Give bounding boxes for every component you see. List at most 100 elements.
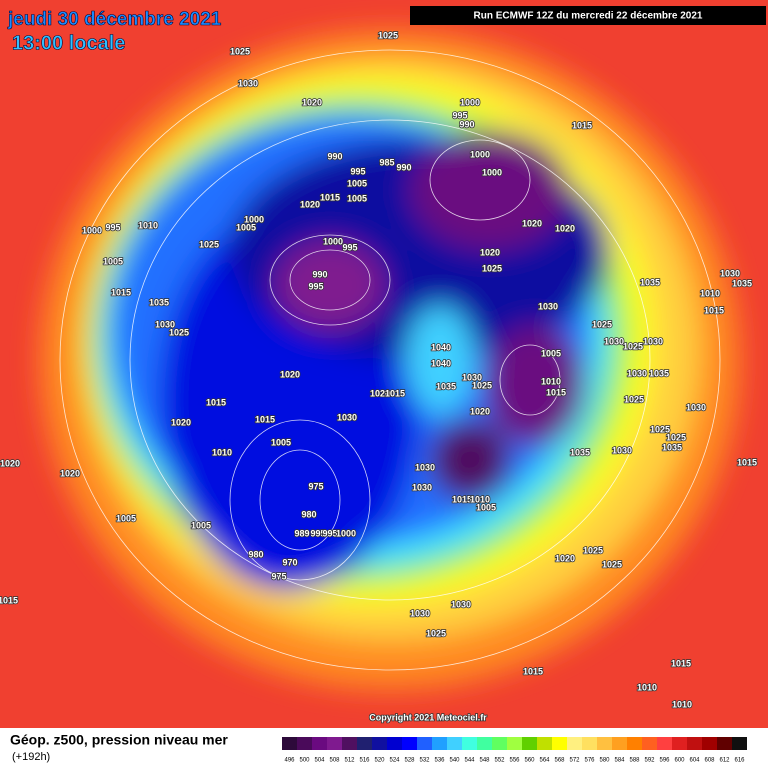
scale-label: 548 xyxy=(479,758,490,764)
scale-swatch xyxy=(402,737,417,750)
isobar-label: 1020 xyxy=(0,458,20,468)
isobar-label: 1015 xyxy=(255,414,275,424)
isobar-label: 1010 xyxy=(138,220,158,230)
isobar-label: 1015 xyxy=(0,595,18,605)
scale-swatch xyxy=(522,737,537,750)
isobar-label: 1030 xyxy=(538,301,558,311)
isobar-label: 1000 xyxy=(470,149,490,159)
isobar-label: 1035 xyxy=(662,442,682,452)
isobar-label: 1025 xyxy=(230,46,250,56)
isobar-label: 1005 xyxy=(236,222,256,232)
run-box xyxy=(410,6,766,25)
copyright: Copyright 2021 Meteociel.fr xyxy=(369,712,487,722)
isobar-label: 1010 xyxy=(541,376,561,386)
isobar-label: 1005 xyxy=(541,348,561,358)
scale-label: 612 xyxy=(719,758,730,764)
isobar-label: 1000 xyxy=(336,528,356,538)
isobar-label: 1010 xyxy=(212,447,232,457)
scale-swatch xyxy=(597,737,612,750)
scale-swatch xyxy=(342,737,357,750)
isobar-label: 1005 xyxy=(347,178,367,188)
isobar-label: 990 xyxy=(396,162,411,172)
isobar-label: 1025 xyxy=(666,432,686,442)
isobar-label: 1025 xyxy=(602,559,622,569)
isobar-label: 1000 xyxy=(323,236,343,246)
isobar-label: 1000 xyxy=(482,167,502,177)
isobar-label: 1005 xyxy=(116,513,136,523)
isobar-label: 995 xyxy=(350,166,365,176)
isobar-label: 1030 xyxy=(604,336,624,346)
scale-swatch xyxy=(417,737,432,750)
isobar-label: 995 xyxy=(105,222,120,232)
scale-swatch xyxy=(702,737,717,750)
scale-label: 600 xyxy=(674,758,685,764)
isobar-label: 1025 xyxy=(623,341,643,351)
isobar-label: 995 xyxy=(310,528,325,538)
isobar-label: 995 xyxy=(322,528,337,538)
scale-swatch xyxy=(507,737,522,750)
scale-swatch xyxy=(732,737,747,750)
scale-swatch xyxy=(387,737,402,750)
scale-label: 524 xyxy=(389,758,400,764)
lead-time: (+192h) xyxy=(12,751,50,763)
isobar-label: 1040 xyxy=(431,342,451,352)
scale-label: 580 xyxy=(599,758,610,764)
scale-label: 500 xyxy=(299,758,310,764)
title: jeudi 30 décembre 2021 xyxy=(7,9,222,30)
isobar-label: 1025 xyxy=(378,30,398,40)
isobar-label: 1000 xyxy=(460,97,480,107)
isobar-label: 1030 xyxy=(720,268,740,278)
isobar-label: 1030 xyxy=(686,402,706,412)
scale-swatch xyxy=(447,737,462,750)
isobar-label: 1020 xyxy=(522,218,542,228)
scale-label: 592 xyxy=(644,758,655,764)
isobar-label: 1030 xyxy=(412,482,432,492)
isobar-label: 1000 xyxy=(244,214,264,224)
scale-label: 508 xyxy=(329,758,340,764)
isobar-label: 1015 xyxy=(704,305,724,315)
scale-swatch xyxy=(657,737,672,750)
isobar-label: 1020 xyxy=(302,97,322,107)
isobar-label: 1030 xyxy=(337,412,357,422)
scale-swatch xyxy=(492,737,507,750)
isobar-label: 1030 xyxy=(155,319,175,329)
map xyxy=(0,0,768,728)
isobar-label: 1005 xyxy=(271,437,291,447)
isobar-label: 1015 xyxy=(385,388,405,398)
isobar-label: 1035 xyxy=(649,368,669,378)
isobar-label: 1005 xyxy=(347,193,367,203)
scale-label: 560 xyxy=(524,758,535,764)
scale-swatch xyxy=(312,737,327,750)
isobar-label: 1020 xyxy=(370,388,390,398)
isobar-label: 1015 xyxy=(572,120,592,130)
isobar-label: 990 xyxy=(312,269,327,279)
scale-label: 512 xyxy=(344,758,355,764)
scale-label: 588 xyxy=(629,758,640,764)
isobar-label: 1020 xyxy=(300,199,320,209)
scale-label: 576 xyxy=(584,758,595,764)
isobar-label: 1005 xyxy=(103,256,123,266)
isobar-label: 1035 xyxy=(149,297,169,307)
isobar-label: 1010 xyxy=(470,494,490,504)
isobar-label: 975 xyxy=(271,571,286,581)
isobar-label: 990 xyxy=(327,151,342,161)
isobar-label: 1030 xyxy=(643,336,663,346)
scale-label: 536 xyxy=(434,758,445,764)
scale-label: 532 xyxy=(419,758,430,764)
scale-label: 504 xyxy=(314,758,325,764)
isobar-label: 1015 xyxy=(320,192,340,202)
scale-label: 540 xyxy=(449,758,460,764)
isobar-label: 1000 xyxy=(82,225,102,235)
isobar-label: 985 xyxy=(379,157,394,167)
scale-swatch xyxy=(537,737,552,750)
isobar-label: 1030 xyxy=(410,608,430,618)
scale-swatch xyxy=(567,737,582,750)
isobar-label: 1025 xyxy=(426,628,446,638)
scale-swatch xyxy=(282,737,297,750)
scale-swatch xyxy=(717,737,732,750)
isobar-label: 970 xyxy=(282,557,297,567)
isobar-label: 990 xyxy=(459,119,474,129)
isobar-label: 980 xyxy=(248,549,263,559)
isobar-label: 1035 xyxy=(436,381,456,391)
